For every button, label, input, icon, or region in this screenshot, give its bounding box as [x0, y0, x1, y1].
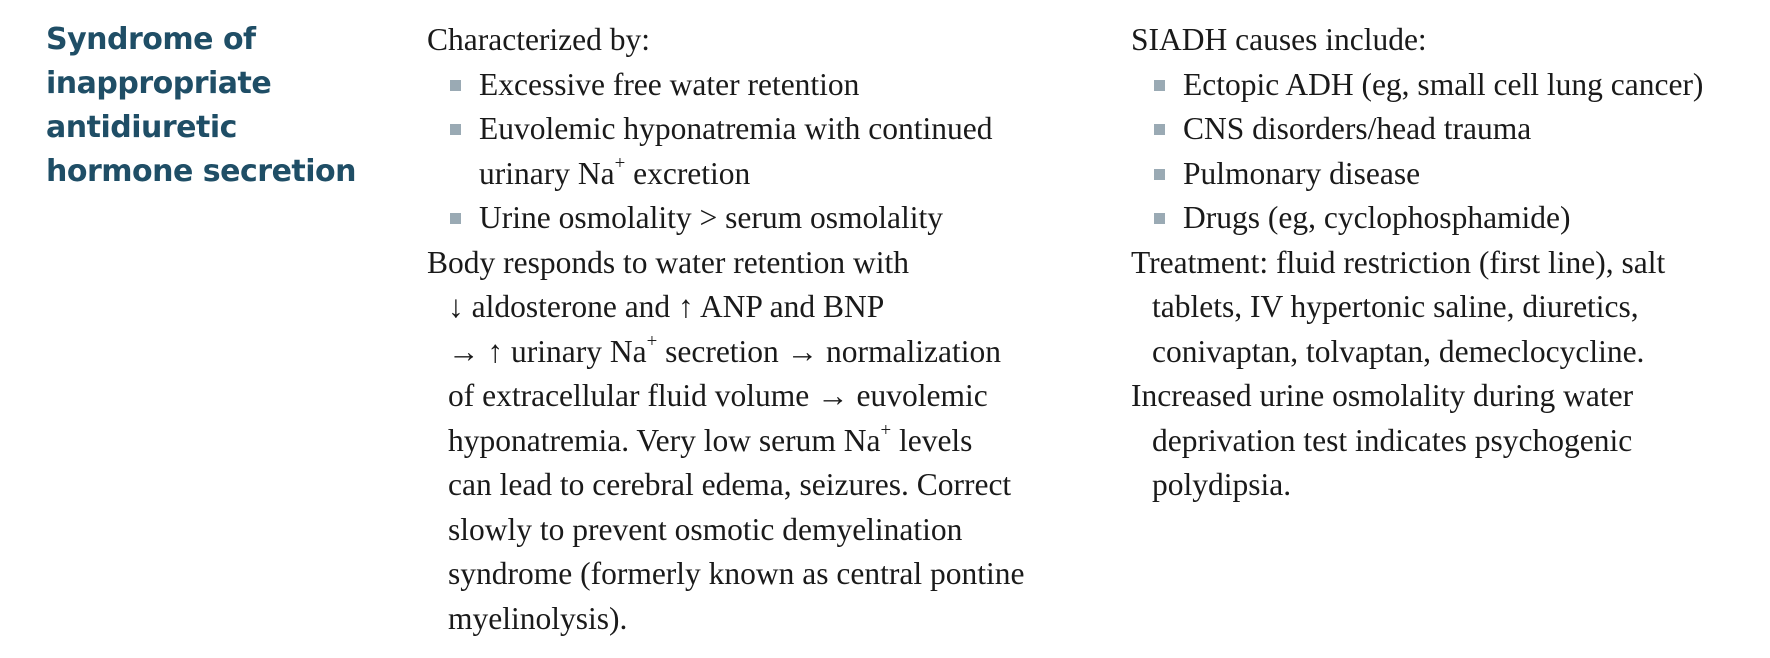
list-item: Urine osmolality > serum osmolality	[427, 196, 1107, 241]
paragraph-line: tablets, IV hypertonic saline, diuretics…	[1152, 289, 1639, 324]
bullet-text: Euvolemic hyponatremia with continued	[479, 111, 993, 146]
bullet-text: Drugs (eg, cyclophosphamide)	[1183, 200, 1571, 235]
bullet-square-icon	[450, 213, 461, 224]
superscript-plus: +	[614, 153, 626, 175]
paragraph-line: Body responds to water retention with	[427, 244, 910, 280]
paragraph-line: hyponatremia. Very low serum Na+ levels	[448, 420, 973, 458]
list-item: Drugs (eg, cyclophosphamide)	[1131, 196, 1767, 241]
superscript-plus: +	[646, 331, 658, 353]
list-item: Excessive free water retention	[427, 63, 1107, 108]
paragraph-line: myelinolysis).	[448, 600, 628, 636]
treatment-paragraph: Treatment: fluid restriction (first line…	[1131, 241, 1767, 375]
superscript-plus: +	[880, 420, 892, 442]
paragraph-line: conivaptan, tolvaptan, demeclocycline.	[1152, 333, 1645, 369]
list-item: Euvolemic hyponatremia with continued ur…	[427, 107, 1107, 196]
paragraph-line: slowly to prevent osmotic demyelination	[448, 511, 963, 547]
bullet-text: Ectopic ADH (eg, small cell lung cancer)	[1183, 66, 1704, 102]
causes-intro: SIADH causes include:	[1131, 22, 1427, 57]
heading-line: inappropriate	[46, 66, 272, 101]
paragraph-line: deprivation test indicates psychogenic	[1152, 422, 1633, 458]
osmolality-paragraph: Increased urine osmolality during water …	[1131, 374, 1767, 508]
heading-line: Syndrome of	[46, 22, 256, 57]
bullet-text: CNS disorders/head trauma	[1183, 111, 1532, 146]
section-heading: Syndrome of inappropriate antidiuretic h…	[46, 18, 376, 194]
causes-list: Ectopic ADH (eg, small cell lung cancer)…	[1131, 63, 1767, 241]
bullet-square-icon	[1154, 79, 1165, 91]
heading-line: hormone secretion	[46, 154, 357, 189]
list-item: Ectopic ADH (eg, small cell lung cancer)	[1131, 63, 1767, 108]
bullet-text: Urine osmolality > serum osmolality	[479, 200, 943, 235]
bullet-square-icon	[1154, 168, 1165, 180]
heading-line: antidiuretic	[46, 110, 237, 145]
list-item: CNS disorders/head trauma	[1131, 107, 1767, 152]
paragraph-line: can lead to cerebral edema, seizures. Co…	[448, 467, 1012, 502]
characteristics-list: Excessive free water retention Euvolemic…	[427, 63, 1107, 241]
bullet-square-icon	[1154, 213, 1165, 224]
causes-column: SIADH causes include: Ectopic ADH (eg, s…	[1131, 18, 1767, 508]
paragraph-line: ↓ aldosterone and ↑ ANP and BNP	[448, 289, 885, 324]
paragraph-line: of extracellular fluid volume → euvolemi…	[448, 378, 988, 413]
bullet-text-continued: urinary Na+ excretion	[479, 153, 751, 191]
bullet-text: Pulmonary disease	[1183, 155, 1421, 191]
characterized-intro: Characterized by:	[427, 22, 651, 57]
bullet-square-icon	[1154, 124, 1165, 135]
bullet-text: Excessive free water retention	[479, 66, 860, 102]
bullet-square-icon	[450, 124, 461, 135]
characteristics-column: Characterized by: Excessive free water r…	[427, 18, 1107, 641]
list-item: Pulmonary disease	[1131, 152, 1767, 197]
paragraph-line: Treatment: fluid restriction (first line…	[1131, 244, 1666, 280]
paragraph-line: → ↑ urinary Na+ secretion → normalizatio…	[448, 331, 1001, 369]
body-response-paragraph: Body responds to water retention with ↓ …	[427, 241, 1107, 642]
paragraph-line: polydipsia.	[1152, 467, 1292, 502]
paragraph-line: Increased urine osmolality during water	[1131, 378, 1634, 413]
paragraph-line: syndrome (formerly known as central pont…	[448, 556, 1025, 591]
bullet-square-icon	[450, 79, 461, 91]
